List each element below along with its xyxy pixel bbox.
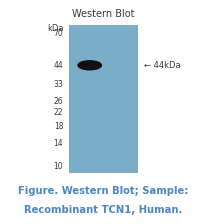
Text: Recombinant TCN1, Human.: Recombinant TCN1, Human. [24,205,182,215]
Text: kDa: kDa [47,24,63,32]
Text: Western Blot: Western Blot [72,9,134,19]
Bar [69,25,137,173]
Text: Figure. Western Blot; Sample:: Figure. Western Blot; Sample: [18,186,188,196]
Text: 18: 18 [54,122,63,131]
Ellipse shape [77,60,102,71]
Text: ← 44kDa: ← 44kDa [143,61,179,70]
Text: 14: 14 [53,139,63,148]
Text: 26: 26 [53,97,63,106]
Text: 70: 70 [53,29,63,38]
Text: 33: 33 [53,80,63,89]
Text: 22: 22 [54,108,63,117]
Text: 10: 10 [53,162,63,170]
Text: 44: 44 [53,61,63,70]
